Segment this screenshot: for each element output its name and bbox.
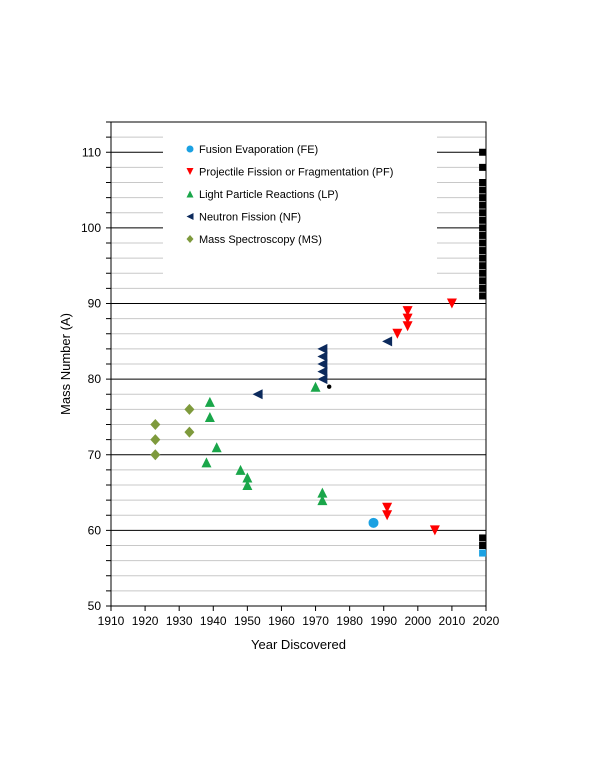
data-point	[479, 179, 487, 186]
legend-marker	[186, 190, 194, 198]
data-point	[402, 306, 413, 317]
data-point	[479, 224, 487, 232]
data-point	[479, 262, 487, 270]
data-point	[184, 426, 195, 438]
data-point	[201, 457, 212, 468]
data-point	[204, 396, 215, 407]
legend: Fusion Evaporation (FE) Projectile Fissio…	[186, 144, 393, 246]
x-tick-label: 1960	[268, 614, 295, 628]
data-point	[479, 194, 487, 202]
data-point	[402, 321, 413, 332]
data-point	[479, 292, 487, 300]
y-tick-label: 80	[88, 372, 102, 386]
legend-label: Light Particle Reactions (LP)	[199, 189, 338, 201]
data-point	[150, 434, 161, 446]
legend-background	[163, 135, 437, 276]
x-tick-label: 1950	[234, 614, 261, 628]
data-point	[479, 549, 487, 557]
data-point	[392, 328, 403, 339]
data-point	[479, 239, 487, 247]
legend-marker	[186, 235, 194, 243]
y-tick-labels: 50 60 70 80 90 100 110	[81, 145, 101, 613]
x-tick-label: 1940	[200, 614, 227, 628]
data-point	[479, 186, 487, 194]
x-tick-label: 1990	[370, 614, 397, 628]
data-point	[479, 216, 487, 224]
data-point	[150, 419, 161, 430]
axis-ticks	[106, 121, 487, 611]
legend-marker	[186, 168, 194, 175]
data-point	[446, 298, 457, 309]
data-point	[317, 359, 328, 369]
data-point	[479, 163, 487, 171]
data-point	[382, 510, 393, 521]
legend-entry: Mass Spectroscopy (MS)	[186, 234, 322, 246]
y-tick-label: 90	[88, 297, 102, 311]
x-tick-label: 1980	[336, 614, 363, 628]
legend-label: Projectile Fission or Fragmentation (PF)	[199, 167, 393, 179]
data-point	[317, 487, 328, 498]
x-tick-label: 2010	[439, 614, 466, 628]
y-tick-label: 60	[88, 523, 102, 537]
y-tick-label: 100	[81, 221, 101, 235]
x-tick-label: 2020	[473, 614, 500, 628]
data-point	[479, 277, 487, 285]
data-point	[479, 231, 487, 239]
x-tick-label: 2000	[404, 614, 431, 628]
data-point	[479, 534, 487, 542]
data-points	[150, 148, 487, 557]
data-point	[479, 201, 487, 209]
x-tick-label: 1970	[302, 614, 329, 628]
data-point	[382, 336, 393, 347]
y-tick-label: 50	[88, 599, 102, 613]
x-tick-label: 1930	[166, 614, 193, 628]
legend-label: Mass Spectroscopy (MS)	[199, 234, 322, 246]
grid-lines	[111, 136, 486, 592]
data-point	[382, 502, 393, 513]
data-point	[150, 449, 161, 461]
legend-entry: Projectile Fission or Fragmentation (PF)	[186, 167, 393, 179]
x-tick-label: 1920	[132, 614, 159, 628]
data-point	[204, 411, 215, 422]
x-axis-title: Year Discovered	[251, 637, 346, 652]
data-point	[317, 366, 328, 377]
x-tick-labels: 1910 1920 1930 1940 1950 1960 1970 1980 1990 2000…	[98, 614, 500, 628]
data-point	[310, 381, 321, 392]
legend-entry: Light Particle Reactions (LP)	[186, 189, 338, 201]
data-point	[479, 284, 487, 292]
data-point	[211, 442, 222, 453]
data-point	[242, 472, 253, 483]
data-point	[368, 517, 379, 528]
y-axis-title: Mass Number (A)	[58, 313, 73, 415]
y-tick-label: 70	[88, 448, 102, 462]
data-point	[235, 464, 246, 475]
data-point	[479, 247, 487, 255]
data-point	[479, 269, 487, 277]
legend-marker	[186, 145, 194, 153]
data-point	[479, 254, 487, 262]
data-point	[402, 313, 413, 324]
legend-marker	[186, 213, 194, 220]
y-tick-label: 110	[82, 145, 101, 159]
legend-entry: Fusion Evaporation (FE)	[186, 144, 318, 156]
legend-box	[163, 135, 437, 276]
data-point	[317, 351, 328, 362]
data-point	[317, 495, 328, 506]
data-point	[429, 525, 440, 536]
legend-label: Neutron Fission (NF)	[199, 212, 301, 224]
data-point	[252, 389, 263, 400]
legend-label: Fusion Evaporation (FE)	[199, 144, 318, 156]
data-point	[242, 480, 253, 490]
data-point	[317, 374, 328, 385]
data-point	[184, 403, 195, 415]
data-point	[479, 209, 487, 217]
x-tick-label: 1910	[98, 614, 125, 628]
data-point	[479, 542, 487, 549]
data-point	[479, 148, 487, 156]
data-point	[317, 343, 328, 354]
legend-entry: Neutron Fission (NF)	[186, 212, 301, 224]
data-point	[326, 384, 332, 389]
